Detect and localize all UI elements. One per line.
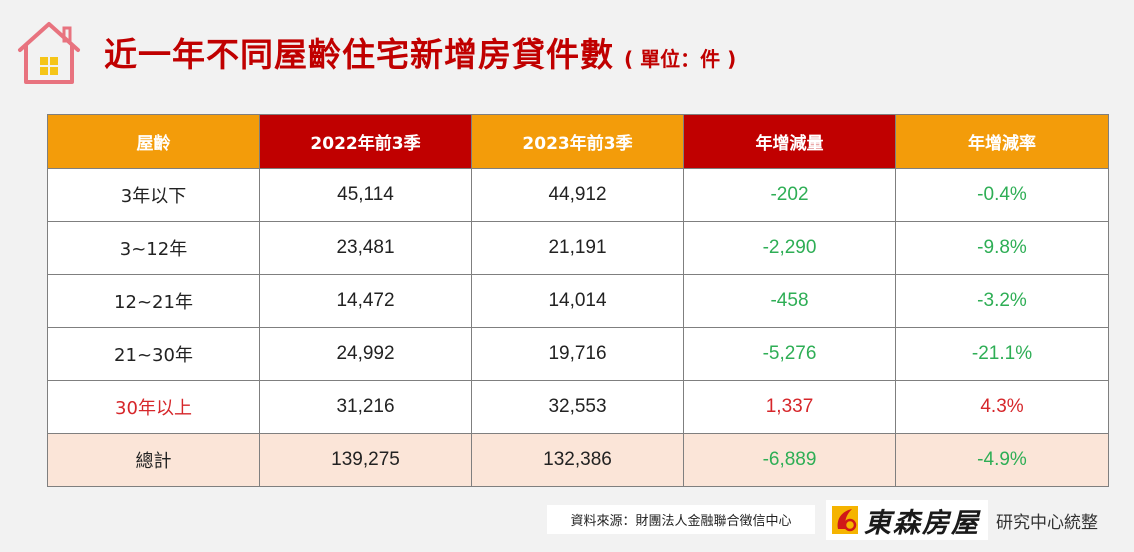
change-cell: -6,889 <box>683 433 896 487</box>
age-cell: 3~12年 <box>47 221 260 275</box>
rate-cell: -3.2% <box>895 274 1109 328</box>
header-2022: 2022年前3季 <box>259 114 472 169</box>
value-2022-cell: 31,216 <box>259 380 472 434</box>
table-row: 3~12年 23,481 21,191 -2,290 -9.8% <box>47 221 1109 275</box>
header-change: 年增減量 <box>683 114 896 169</box>
value-2022-cell: 14,472 <box>259 274 472 328</box>
rate-cell: -4.9% <box>895 433 1109 487</box>
value-2023-cell: 21,191 <box>471 221 684 275</box>
brand-logo: 東森房屋 <box>826 500 988 540</box>
change-cell: -458 <box>683 274 896 328</box>
rate-cell: -0.4% <box>895 168 1109 222</box>
value-2022-cell: 139,275 <box>259 433 472 487</box>
change-cell: 1,337 <box>683 380 896 434</box>
total-row: 總計 139,275 132,386 -6,889 -4.9% <box>47 433 1109 487</box>
age-cell: 3年以下 <box>47 168 260 222</box>
change-cell: -5,276 <box>683 327 896 381</box>
change-cell: -202 <box>683 168 896 222</box>
age-cell: 12~21年 <box>47 274 260 328</box>
value-2022-cell: 45,114 <box>259 168 472 222</box>
brand: 東森房屋 研究中心統整 <box>826 500 1098 540</box>
rate-cell: -21.1% <box>895 327 1109 381</box>
unit-label: ( 單位：件 ) <box>624 47 737 71</box>
title-text: 近一年不同屋齡住宅新增房貸件數 <box>104 35 614 74</box>
value-2022-cell: 23,481 <box>259 221 472 275</box>
table-row: 12~21年 14,472 14,014 -458 -3.2% <box>47 274 1109 328</box>
rate-cell: -9.8% <box>895 221 1109 275</box>
table-row: 3年以下 45,114 44,912 -202 -0.4% <box>47 168 1109 222</box>
change-cell: -2,290 <box>683 221 896 275</box>
table-header-row: 屋齡 2022年前3季 2023年前3季 年增減量 年增減率 <box>47 114 1109 169</box>
brand-name: 東森房屋 <box>864 507 980 539</box>
age-cell: 30年以上 <box>47 380 260 434</box>
rate-cell: 4.3% <box>895 380 1109 434</box>
value-2023-cell: 14,014 <box>471 274 684 328</box>
value-2022-cell: 24,992 <box>259 327 472 381</box>
mortgage-table: 屋齡 2022年前3季 2023年前3季 年增減量 年增減率 3年以下 45,1… <box>47 114 1109 487</box>
house-icon <box>18 22 80 84</box>
table-row: 21~30年 24,992 19,716 -5,276 -21.1% <box>47 327 1109 381</box>
value-2023-cell: 44,912 <box>471 168 684 222</box>
value-2023-cell: 132,386 <box>471 433 684 487</box>
header-rate: 年增減率 <box>895 114 1109 169</box>
brand-suffix: 研究中心統整 <box>996 512 1098 533</box>
page-title: 近一年不同屋齡住宅新增房貸件數 ( 單位：件 ) <box>104 28 736 78</box>
brand-logo-icon <box>832 506 858 534</box>
value-2023-cell: 32,553 <box>471 380 684 434</box>
header-age: 屋齡 <box>47 114 260 169</box>
age-cell: 21~30年 <box>47 327 260 381</box>
table-row: 30年以上 31,216 32,553 1,337 4.3% <box>47 380 1109 434</box>
header-2023: 2023年前3季 <box>471 114 684 169</box>
source-note: 資料來源：財團法人金融聯合徵信中心 <box>547 505 815 534</box>
value-2023-cell: 19,716 <box>471 327 684 381</box>
age-cell: 總計 <box>47 433 260 487</box>
